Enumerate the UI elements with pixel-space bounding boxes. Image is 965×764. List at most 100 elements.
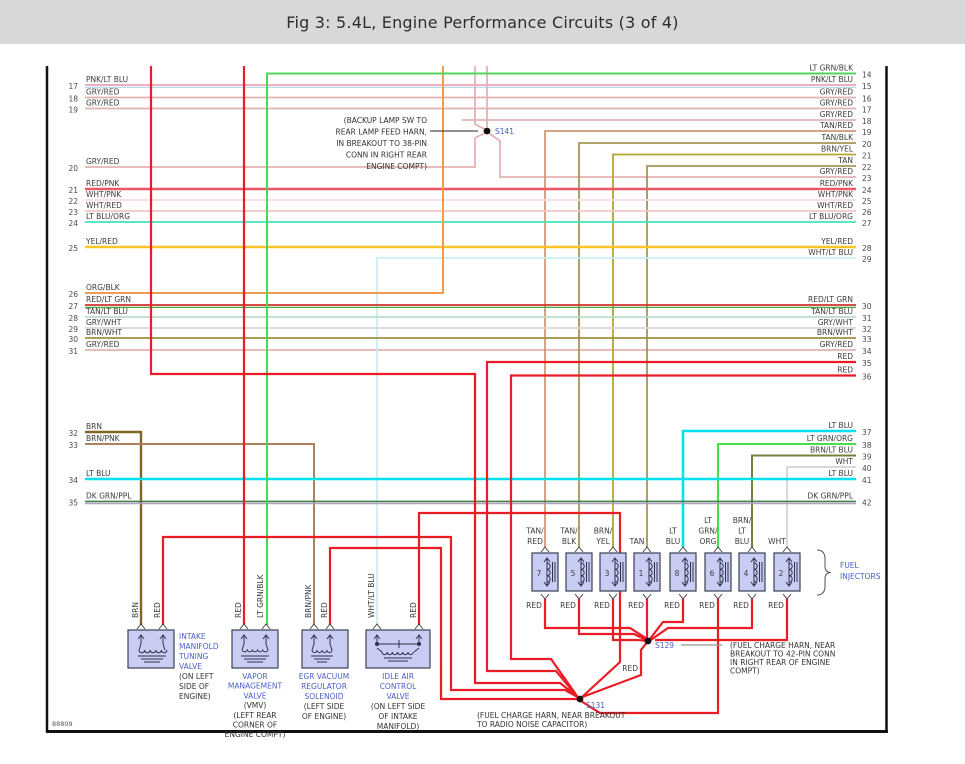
left-pin-label: RED/LT GRN [86, 295, 131, 304]
right-pin-number: 34 [862, 347, 872, 356]
right-pin-number: 24 [862, 186, 872, 195]
left-pin-label: GRY/RED [86, 157, 120, 166]
right-pin-label: GRY/RED [820, 167, 854, 176]
right-pin-number: 33 [862, 335, 872, 344]
intake-manifold-tuning-valve-label: INTAKE MANIFOLD TUNING VALVE (ON LEFT SI… [178, 632, 219, 701]
right-pin-label: GRY/RED [820, 99, 854, 108]
right-pin-number: 28 [862, 244, 872, 253]
right-pin-label: BRN/LT BLU [810, 446, 853, 455]
svg-text:(ON LEFT SIDE: (ON LEFT SIDE [371, 702, 426, 711]
right-pin-label: WHT/LT BLU [808, 248, 853, 257]
right-pin-label: TAN/RED [819, 121, 853, 130]
wire-tan-red [544, 130, 856, 547]
wire-tan-blk [578, 142, 856, 547]
s129-note: (FUEL CHARGE HARN, NEAR BREAKOUT TO 42-P… [730, 641, 835, 676]
svg-text:RED: RED [320, 602, 329, 618]
svg-text:SOLENOID: SOLENOID [304, 692, 343, 701]
svg-text:ORG: ORG [700, 537, 717, 546]
right-pin-number: 32 [862, 325, 872, 334]
right-pin-label: LT BLU/ORG [809, 212, 853, 221]
left-pin-number: 33 [68, 441, 78, 450]
svg-text:TAN: TAN [629, 537, 645, 546]
injector-box [531, 552, 559, 592]
splice-s129-dot [644, 637, 652, 645]
injector-number: 1 [639, 569, 644, 578]
wire-wht [786, 466, 856, 547]
injector-box [773, 552, 801, 592]
right-pin-label: LT BLU [828, 469, 853, 478]
component-chevrons [136, 623, 424, 630]
left-pin-column: PNK/LT BLU 17 GRY/RED 18 GRY/RED 19 GRY/RED… [68, 75, 132, 508]
svg-text:TO RADIO NOISE CAPACITOR): TO RADIO NOISE CAPACITOR) [476, 720, 587, 729]
svg-text:LT GRN/BLK: LT GRN/BLK [256, 573, 265, 618]
left-pin-number: 24 [68, 219, 78, 228]
svg-text:OF INTAKE: OF INTAKE [378, 712, 417, 721]
left-pin-label: DK GRN/PPL [86, 492, 132, 501]
injector-number: 6 [710, 569, 715, 578]
svg-text:BLU: BLU [735, 537, 749, 546]
svg-text:EGR VACUUM: EGR VACUUM [299, 672, 349, 681]
right-pin-number: 16 [862, 95, 872, 104]
left-pin-label: WHT/RED [86, 201, 122, 210]
wire-brn-yel [612, 153, 856, 547]
right-pin-label: BRN/WHT [817, 328, 854, 337]
svg-text:(ON LEFT: (ON LEFT [179, 672, 214, 681]
right-pin-label: LT GRN/BLK [809, 64, 854, 73]
svg-text:RED: RED [733, 601, 749, 610]
injector-box [599, 552, 627, 592]
svg-text:MANIFOLD): MANIFOLD) [377, 722, 420, 731]
svg-text:TUNING: TUNING [178, 652, 209, 661]
left-pin-number: 25 [68, 244, 78, 253]
svg-text:WHT: WHT [768, 537, 786, 546]
svg-text:RED: RED [628, 601, 644, 610]
svg-text:BRN/: BRN/ [733, 516, 752, 525]
right-pin-label: RED [837, 352, 853, 361]
svg-text:MANAGEMENT: MANAGEMENT [228, 682, 283, 691]
splice-s131-dot [576, 695, 584, 703]
wire-tan [646, 165, 856, 547]
right-pin-number: 19 [862, 128, 872, 137]
left-pin-label: LT BLU/ORG [86, 212, 130, 221]
svg-text:VAPOR: VAPOR [242, 672, 267, 681]
left-pin-number: 31 [68, 347, 78, 356]
svg-text:BRN/: BRN/ [594, 527, 613, 536]
right-pin-number: 20 [862, 140, 872, 149]
right-pin-number: 41 [862, 476, 872, 485]
right-pin-number: 18 [862, 117, 872, 126]
idle-air-control-valve-label: IDLE AIR CONTROL VALVE (ON LEFT SIDE OF … [371, 672, 426, 731]
splice-s131-label: S131 [586, 701, 605, 710]
s141-note-line: (BACKUP LAMP SW TO [344, 116, 427, 125]
left-pin-label: BRN [86, 422, 102, 431]
svg-text:RED: RED [560, 601, 576, 610]
s131-note: (FUEL CHARGE HARN, NEAR BREAKOUT TO RADI… [476, 711, 626, 729]
svg-text:REGULATOR: REGULATOR [301, 682, 347, 691]
right-pin-number: 22 [862, 163, 872, 172]
svg-text:COMPT): COMPT) [730, 667, 760, 676]
right-pin-label: RED/PNK [820, 179, 854, 188]
right-pin-label: WHT/RED [817, 201, 853, 210]
left-pin-label: WHT/PNK [86, 190, 122, 199]
left-pin-label: GRY/WHT [86, 318, 122, 327]
left-pin-label: PNK/LT BLU [86, 75, 128, 84]
right-pin-label: LT GRN/ORG [807, 434, 853, 443]
right-pin-number: 37 [862, 428, 872, 437]
fuel-injectors-label: FUEL [840, 561, 860, 570]
right-pin-number: 27 [862, 219, 872, 228]
left-pin-label: GRY/RED [86, 99, 120, 108]
injector-number: 8 [675, 569, 680, 578]
right-pin-label: GRY/RED [820, 110, 854, 119]
svg-text:RED: RED [527, 537, 543, 546]
svg-text:IN RIGHT REAR OF ENGINE: IN RIGHT REAR OF ENGINE [730, 658, 830, 667]
svg-text:BRN: BRN [131, 602, 140, 618]
right-pin-label: DK GRN/PPL [808, 492, 854, 501]
svg-text:(LEFT SIDE: (LEFT SIDE [304, 702, 345, 711]
injector-bottom-chevrons [540, 593, 792, 600]
injector-number: 7 [537, 569, 542, 578]
svg-text:CORNER OF: CORNER OF [233, 721, 278, 730]
left-pin-number: 27 [68, 302, 78, 311]
left-pin-number: 17 [68, 82, 78, 91]
svg-text:RED: RED [234, 602, 243, 618]
wire-wht-lt-blu [376, 257, 856, 625]
component-wire-labels: BRN RED RED LT GRN/BLK BRN/PNK RED WHT/L… [131, 573, 418, 618]
